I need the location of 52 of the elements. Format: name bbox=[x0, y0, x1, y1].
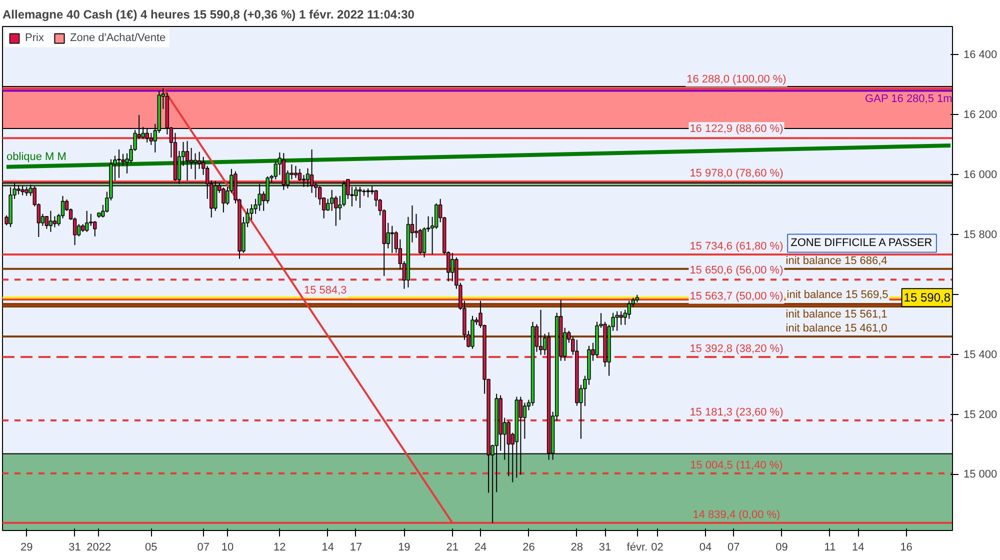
x-tick-label: 2022 bbox=[86, 542, 112, 554]
ref-line-label: init balance 15 461,0 bbox=[786, 322, 888, 335]
y-tick-label: 15 400 bbox=[964, 348, 998, 361]
x-tick-label: 02 bbox=[651, 542, 664, 554]
y-tick-label: 16 400 bbox=[964, 48, 998, 61]
ref-line-label: 16 288,0 (100,00 %) bbox=[686, 74, 786, 86]
legend-label: Zone d'Achat/Vente bbox=[70, 32, 166, 44]
x-tick-label: 10 bbox=[221, 542, 234, 554]
y-tick-label: 15 200 bbox=[964, 408, 998, 421]
ref-line-label: init balance 15 686,4 bbox=[786, 254, 888, 267]
x-tick-label: 16 bbox=[900, 542, 912, 554]
x-tick-label: 11 bbox=[824, 542, 836, 554]
ref-line-label: GAP 16 280,5 1m bbox=[865, 92, 952, 105]
x-tick-label: 19 bbox=[398, 542, 410, 554]
ref-line-label: 15 181,3 (23,60 %) bbox=[690, 406, 784, 418]
x-tick-label: 31 bbox=[598, 542, 612, 554]
x-tick-label: 12 bbox=[274, 542, 286, 554]
annotation: ZONE DIFFICILE A PASSER bbox=[790, 237, 932, 250]
y-tick-label: 16 000 bbox=[964, 168, 998, 181]
chart-title: Allemagne 40 Cash (1€) 4 heures 15 590,8 (+0,36 %) 1 févr. 2022 11:04:30 bbox=[2, 8, 415, 22]
ref-line-label: 15 392,8 (38,20 %) bbox=[690, 342, 784, 355]
y-tick-label: 15 000 bbox=[964, 468, 998, 481]
x-tick-label: 21 bbox=[446, 542, 459, 554]
x-tick-label: 05 bbox=[145, 542, 158, 554]
x-tick-label: 04 bbox=[699, 542, 712, 554]
y-tick-label: 16 200 bbox=[964, 108, 998, 121]
ref-line-label: 14 839,4 (0,00 %) bbox=[692, 508, 780, 521]
y-tick-label: 15 800 bbox=[964, 228, 998, 241]
x-tick-label: 31 bbox=[68, 542, 81, 554]
ref-line-label: 15 734,6 (61,80 %) bbox=[690, 240, 784, 252]
ref-line-label: 16 122,9 (88,60 %) bbox=[690, 123, 784, 136]
x-tick-label: 09 bbox=[776, 542, 788, 554]
x-tick-label: 28 bbox=[570, 542, 584, 554]
ref-line-label: 15 650,6 (56,00 %) bbox=[690, 264, 784, 277]
legend-label: Prix bbox=[25, 32, 45, 44]
x-tick-label: 07 bbox=[197, 542, 210, 554]
ref-line-label: init balance 15 569,5 bbox=[786, 288, 888, 301]
x-tick-label: 14 bbox=[852, 542, 864, 554]
x-tick-label: 26 bbox=[522, 542, 535, 554]
series-label: oblique M M bbox=[6, 150, 66, 163]
x-tick-label: 17 bbox=[350, 542, 362, 554]
ref-line-label: init balance 15 561,1 bbox=[786, 308, 888, 321]
x-tick-label: 14 bbox=[322, 542, 334, 554]
ref-line-label: 15 584,3 bbox=[304, 284, 347, 297]
ref-line-label: 15 590,8 bbox=[904, 290, 951, 305]
ref-line-label: 15 563,7 (50,00 %) bbox=[690, 290, 784, 303]
x-tick-label: 24 bbox=[474, 542, 487, 554]
ref-line-label: 15 004,5 (11,40 %) bbox=[690, 459, 783, 472]
x-tick-label: 07 bbox=[727, 542, 740, 554]
x-tick-label: févr. bbox=[626, 542, 648, 554]
x-tick-label: 29 bbox=[20, 542, 33, 554]
ref-line-label: 15 978,0 (78,60 %) bbox=[690, 168, 784, 180]
